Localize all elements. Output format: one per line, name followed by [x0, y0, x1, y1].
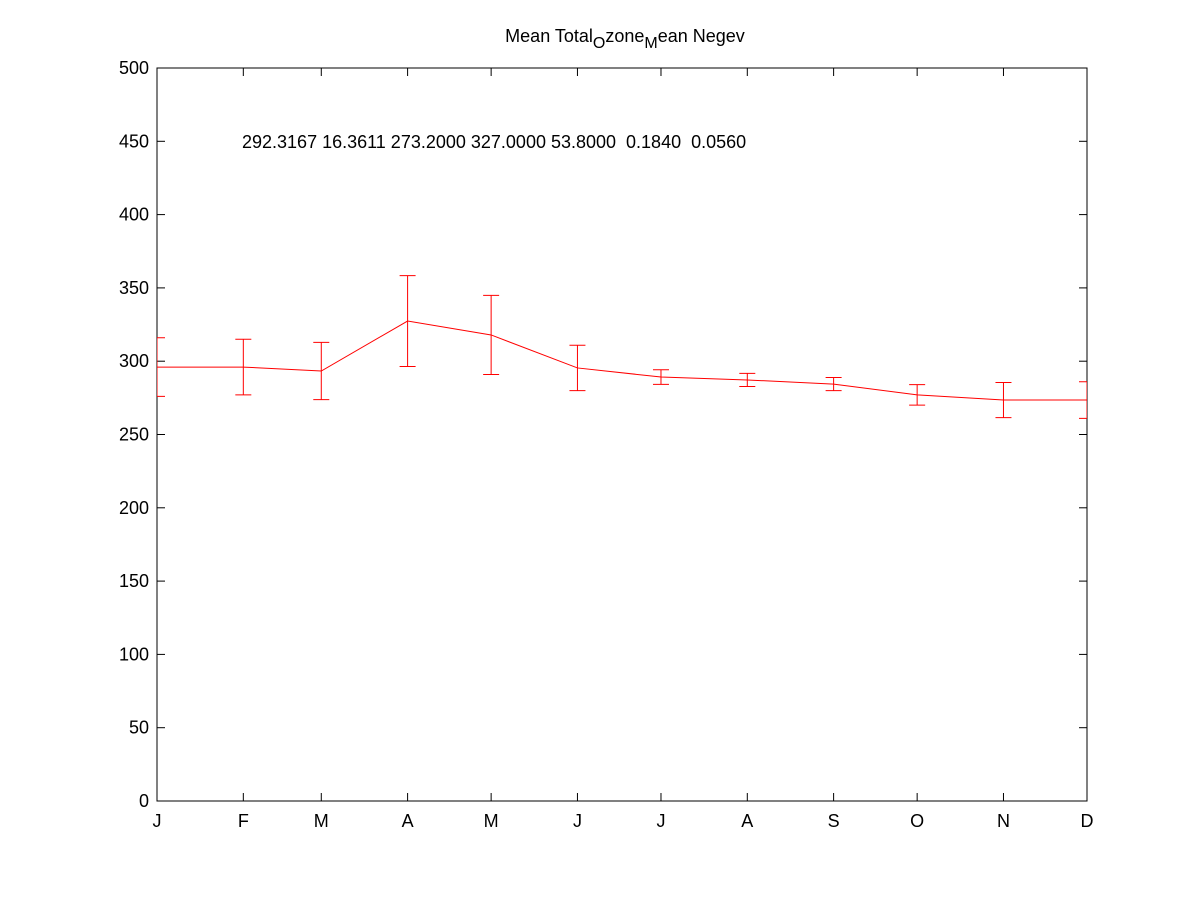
- title-subscript: O: [593, 35, 605, 52]
- x-tick-label: M: [314, 811, 329, 831]
- error-bar: [739, 372, 756, 388]
- y-tick-label: 150: [119, 571, 149, 591]
- x-tick-label: J: [153, 811, 162, 831]
- y-tick-label: 0: [139, 791, 149, 811]
- x-tick-label: D: [1081, 811, 1094, 831]
- y-tick-label: 100: [119, 644, 149, 664]
- chart-title: Mean TotalOzoneMean Negev: [505, 26, 745, 52]
- y-tick-label: 350: [119, 278, 149, 298]
- x-tick-label: F: [238, 811, 249, 831]
- error-bar: [313, 341, 330, 401]
- error-bar: [157, 337, 165, 397]
- title-part: Mean Total: [505, 26, 593, 46]
- error-bar: [483, 294, 500, 376]
- x-tick-label: O: [910, 811, 924, 831]
- error-bar: [399, 275, 416, 367]
- x-tick-label: N: [997, 811, 1010, 831]
- y-tick-label: 200: [119, 498, 149, 518]
- x-tick-label: M: [484, 811, 499, 831]
- error-bar: [235, 338, 252, 396]
- y-tick-label: 450: [119, 131, 149, 151]
- error-bar: [652, 369, 669, 385]
- y-tick-label: 50: [129, 718, 149, 738]
- error-bar: [909, 384, 926, 406]
- y-tick-label: 400: [119, 205, 149, 225]
- error-bar: [1079, 381, 1087, 419]
- error-bar: [569, 344, 586, 392]
- x-tick-label: A: [402, 811, 414, 831]
- y-tick-label: 500: [119, 58, 149, 78]
- title-subscript: M: [644, 35, 657, 52]
- x-tick-label: A: [741, 811, 753, 831]
- title-part: zone: [605, 26, 644, 46]
- series: [157, 275, 1087, 419]
- annotation: 292.3167 16.3611 273.2000 327.0000 53.80…: [242, 132, 746, 152]
- y-tick-label: 300: [119, 351, 149, 371]
- plot-box: [156, 67, 1088, 802]
- x-tick-label: J: [656, 811, 665, 831]
- x-tick-label: J: [573, 811, 582, 831]
- error-bar: [995, 381, 1012, 419]
- x-tick-label: S: [828, 811, 840, 831]
- line: [157, 320, 1087, 401]
- y-tick-label: 250: [119, 425, 149, 445]
- title-part: ean Negev: [658, 26, 745, 46]
- error-bar: [825, 376, 842, 392]
